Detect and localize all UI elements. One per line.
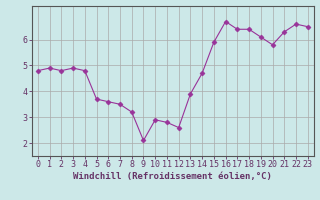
X-axis label: Windchill (Refroidissement éolien,°C): Windchill (Refroidissement éolien,°C) (73, 172, 272, 181)
